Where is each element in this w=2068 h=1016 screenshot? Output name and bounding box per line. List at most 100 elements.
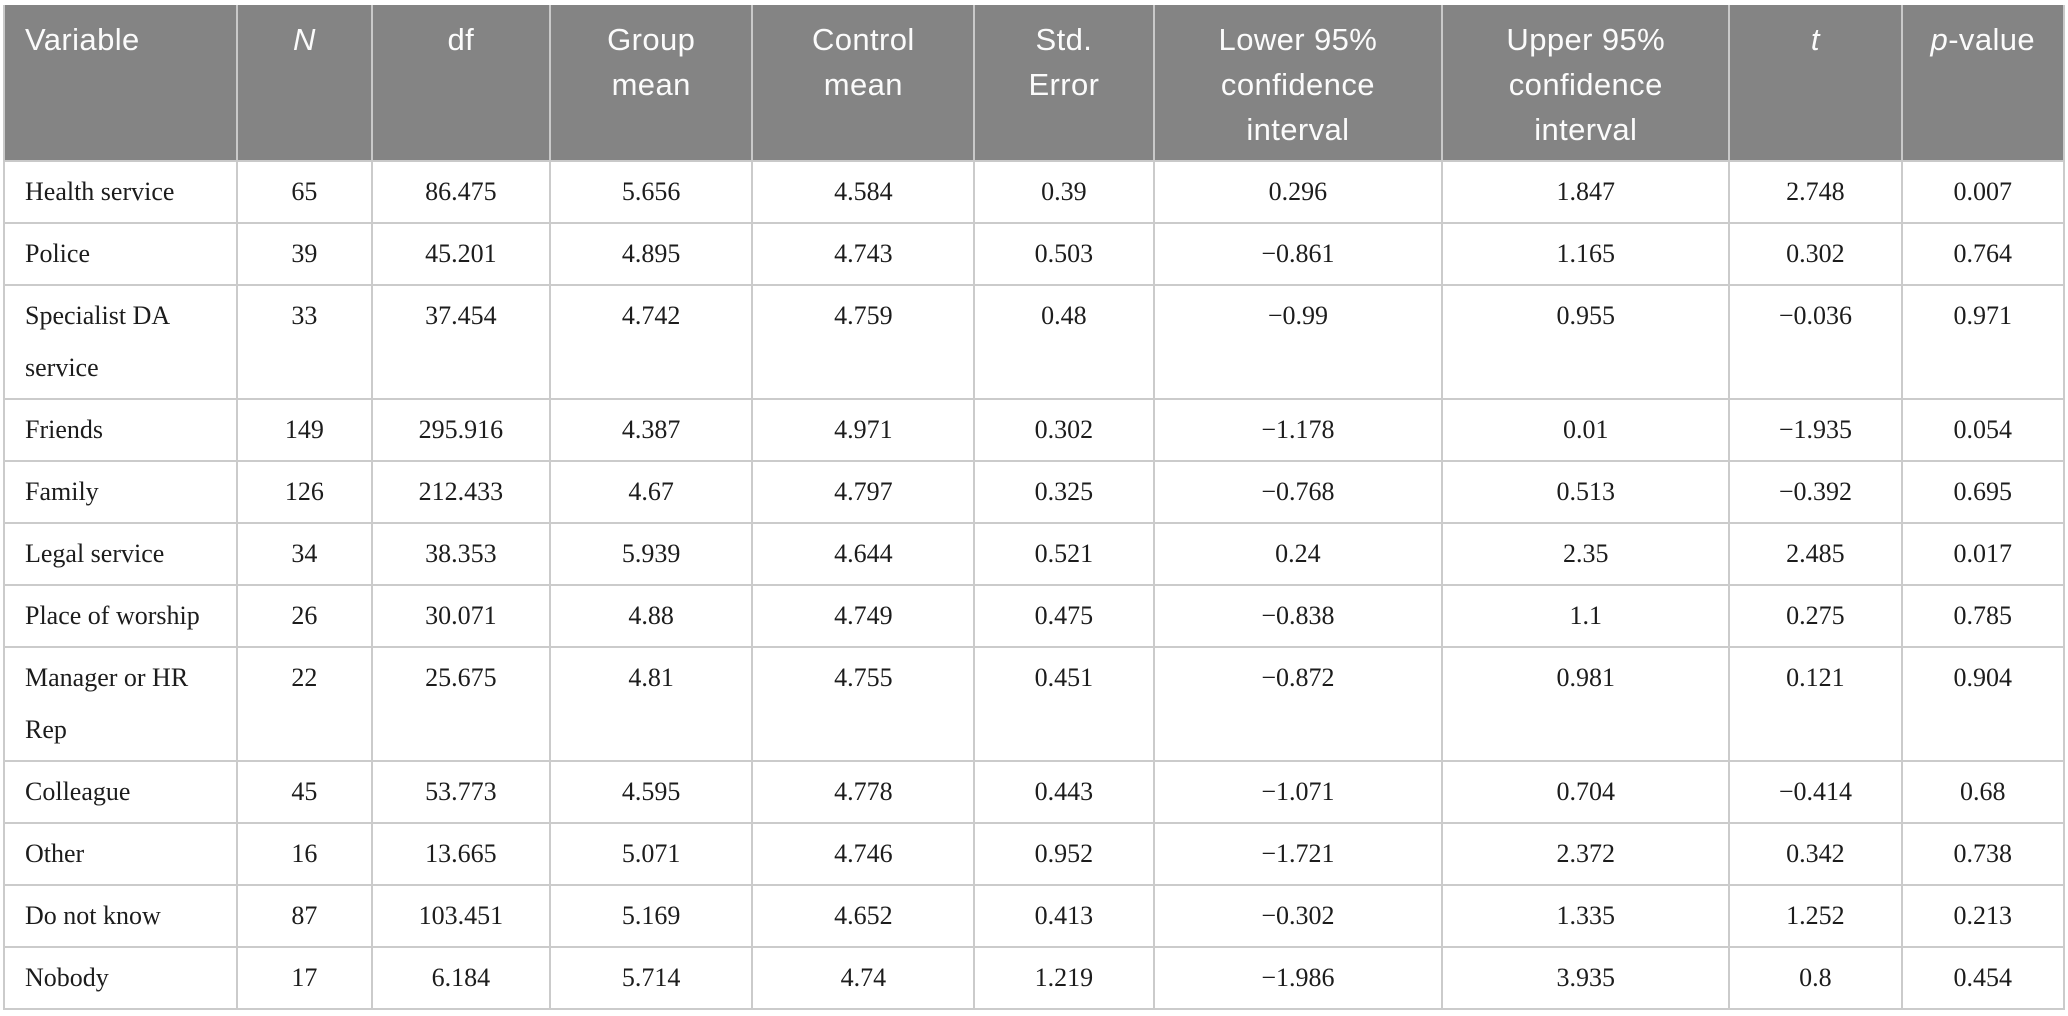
- cell-t: 1.252: [1728, 884, 1903, 948]
- table-row: Legal service 34 38.353 5.939 4.644 0.521 0.24…: [2, 522, 2066, 586]
- cell-p-value: 0.007: [1900, 160, 2066, 224]
- cell-df: 6.184: [370, 946, 552, 1010]
- cell-std-error: 0.952: [973, 822, 1155, 886]
- cell-upper-ci: 0.513: [1441, 460, 1731, 524]
- cell-upper-ci: 0.704: [1441, 760, 1731, 824]
- cell-p-value: 0.054: [1900, 398, 2066, 462]
- cell-upper-ci: 2.35: [1441, 522, 1731, 586]
- cell-control-mean: 4.74: [751, 946, 976, 1010]
- table-body: Health service 65 86.475 5.656 4.584 0.39 0.29…: [2, 160, 2066, 1010]
- cell-t: −0.392: [1728, 460, 1903, 524]
- cell-control-mean: 4.652: [751, 884, 976, 948]
- cell-p-value: 0.904: [1900, 646, 2066, 762]
- cell-df: 30.071: [370, 584, 552, 648]
- cell-df: 45.201: [370, 222, 552, 286]
- cell-control-mean: 4.746: [751, 822, 976, 886]
- cell-control-mean: 4.755: [751, 646, 976, 762]
- cell-std-error: 0.503: [973, 222, 1155, 286]
- cell-df: 53.773: [370, 760, 552, 824]
- cell-std-error: 0.39: [973, 160, 1155, 224]
- cell-std-error: 0.48: [973, 284, 1155, 400]
- cell-df: 212.433: [370, 460, 552, 524]
- cell-control-mean: 4.759: [751, 284, 976, 400]
- row-variable-cell: Colleague: [2, 760, 239, 824]
- row-variable-cell: Place of worship: [2, 584, 239, 648]
- cell-upper-ci: 3.935: [1441, 946, 1731, 1010]
- table-row: Place of worship 26 30.071 4.88 4.749 0.475 −0…: [2, 584, 2066, 648]
- cell-lower-ci: 0.296: [1152, 160, 1444, 224]
- cell-lower-ci: −0.861: [1152, 222, 1444, 286]
- table-row: Nobody 17 6.184 5.714 4.74 1.219 −1.986 3.935 0.…: [2, 946, 2066, 1010]
- cell-group-mean: 4.67: [549, 460, 754, 524]
- cell-p-value: 0.764: [1900, 222, 2066, 286]
- cell-control-mean: 4.749: [751, 584, 976, 648]
- cell-df: 13.665: [370, 822, 552, 886]
- cell-n: 45: [236, 760, 373, 824]
- cell-df: 86.475: [370, 160, 552, 224]
- cell-t: −0.414: [1728, 760, 1903, 824]
- row-variable-cell: Manager or HR Rep: [2, 646, 239, 762]
- cell-std-error: 0.521: [973, 522, 1155, 586]
- cell-p-value: 0.017: [1900, 522, 2066, 586]
- cell-t: 0.121: [1728, 646, 1903, 762]
- table-row: Health service 65 86.475 5.656 4.584 0.39 0.29…: [2, 160, 2066, 224]
- cell-df: 103.451: [370, 884, 552, 948]
- cell-p-value: 0.68: [1900, 760, 2066, 824]
- table-row: Family 126 212.433 4.67 4.797 0.325 −0.768 0.51…: [2, 460, 2066, 524]
- cell-std-error: 0.302: [973, 398, 1155, 462]
- cell-p-value: 0.454: [1900, 946, 2066, 1010]
- row-variable-cell: Family: [2, 460, 239, 524]
- cell-group-mean: 4.88: [549, 584, 754, 648]
- cell-df: 25.675: [370, 646, 552, 762]
- row-variable-cell: Police: [2, 222, 239, 286]
- cell-group-mean: 5.714: [549, 946, 754, 1010]
- column-header-n: N: [236, 5, 373, 162]
- cell-std-error: 0.475: [973, 584, 1155, 648]
- cell-df: 38.353: [370, 522, 552, 586]
- cell-n: 87: [236, 884, 373, 948]
- cell-df: 37.454: [370, 284, 552, 400]
- cell-n: 34: [236, 522, 373, 586]
- cell-p-value: 0.738: [1900, 822, 2066, 886]
- cell-std-error: 1.219: [973, 946, 1155, 1010]
- cell-upper-ci: 1.847: [1441, 160, 1731, 224]
- cell-p-value: 0.213: [1900, 884, 2066, 948]
- cell-lower-ci: −0.872: [1152, 646, 1444, 762]
- cell-lower-ci: −0.99: [1152, 284, 1444, 400]
- cell-control-mean: 4.971: [751, 398, 976, 462]
- cell-group-mean: 5.939: [549, 522, 754, 586]
- column-header-control-mean: Control mean: [751, 5, 976, 162]
- column-header-upper-ci: Upper 95% confidence interval: [1441, 5, 1731, 162]
- table-row: Specialist DA service 33 37.454 4.742 4.759 0…: [2, 284, 2066, 400]
- cell-lower-ci: −0.768: [1152, 460, 1444, 524]
- row-variable-cell: Specialist DA service: [2, 284, 239, 400]
- table-row: Do not know 87 103.451 5.169 4.652 0.413 −0.30…: [2, 884, 2066, 948]
- row-variable-cell: Do not know: [2, 884, 239, 948]
- cell-n: 17: [236, 946, 373, 1010]
- cell-n: 39: [236, 222, 373, 286]
- cell-lower-ci: −1.986: [1152, 946, 1444, 1010]
- column-header-lower-ci: Lower 95% confidence interval: [1152, 5, 1444, 162]
- cell-t: 2.748: [1728, 160, 1903, 224]
- cell-df: 295.916: [370, 398, 552, 462]
- cell-group-mean: 5.169: [549, 884, 754, 948]
- cell-n: 149: [236, 398, 373, 462]
- cell-n: 16: [236, 822, 373, 886]
- row-variable-cell: Health service: [2, 160, 239, 224]
- cell-lower-ci: −1.721: [1152, 822, 1444, 886]
- cell-lower-ci: −0.838: [1152, 584, 1444, 648]
- row-variable-cell: Friends: [2, 398, 239, 462]
- cell-p-value: 0.785: [1900, 584, 2066, 648]
- cell-std-error: 0.451: [973, 646, 1155, 762]
- cell-control-mean: 4.743: [751, 222, 976, 286]
- cell-upper-ci: 2.372: [1441, 822, 1731, 886]
- cell-p-value: 0.695: [1900, 460, 2066, 524]
- row-variable-cell: Legal service: [2, 522, 239, 586]
- column-header-std-error: Std. Error: [973, 5, 1155, 162]
- row-variable-cell: Nobody: [2, 946, 239, 1010]
- cell-std-error: 0.325: [973, 460, 1155, 524]
- cell-group-mean: 4.742: [549, 284, 754, 400]
